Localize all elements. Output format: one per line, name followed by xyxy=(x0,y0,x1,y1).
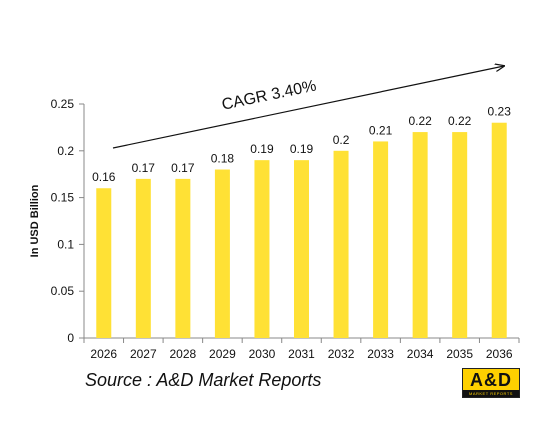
data-label: 0.18 xyxy=(211,152,235,166)
bar xyxy=(175,178,191,338)
axes xyxy=(79,103,520,343)
x-tick-label: 2033 xyxy=(367,347,394,361)
data-label: 0.19 xyxy=(250,142,274,156)
x-tick-label: 2026 xyxy=(90,347,117,361)
y-tick-label: 0.1 xyxy=(57,237,74,251)
x-tick-label: 2031 xyxy=(288,347,315,361)
y-tick-label: 0 xyxy=(67,331,74,345)
data-label: 0.17 xyxy=(171,161,195,175)
x-tick-label: 2032 xyxy=(328,347,355,361)
bar xyxy=(96,188,112,338)
data-label: 0.22 xyxy=(408,114,432,128)
y-tick-label: 0.05 xyxy=(51,284,75,298)
logo: A&D MARKET REPORTS xyxy=(462,368,520,398)
bar xyxy=(412,132,428,338)
x-tick-label: 2027 xyxy=(130,347,157,361)
data-label: 0.21 xyxy=(369,123,393,137)
x-tick-label: 2036 xyxy=(486,347,513,361)
logo-subtext: MARKET REPORTS xyxy=(463,390,519,397)
labels: 0 0.05 0.1 0.15 0.2 0.25 0.16 2026 0.17 2027 0.17 2… xyxy=(51,97,513,361)
y-tick-label: 0.15 xyxy=(51,191,75,205)
data-label: 0.23 xyxy=(488,105,512,119)
x-tick-label: 2034 xyxy=(407,347,434,361)
x-tick-label: 2029 xyxy=(209,347,236,361)
data-label: 0.17 xyxy=(132,161,156,175)
bar xyxy=(135,178,151,338)
y-tick-label: 0.2 xyxy=(57,144,74,158)
x-tick-label: 2028 xyxy=(170,347,197,361)
bar xyxy=(214,169,230,338)
bars xyxy=(96,122,507,338)
bar xyxy=(491,122,507,338)
data-label: 0.22 xyxy=(448,114,472,128)
bar xyxy=(373,141,389,338)
logo-text: A&D xyxy=(470,370,512,390)
bar xyxy=(294,160,309,338)
data-label: 0.16 xyxy=(92,170,116,184)
y-axis-label: In USD Billion xyxy=(29,184,41,257)
cagr-arrow xyxy=(112,66,504,149)
bar xyxy=(254,160,270,338)
data-label: 0.19 xyxy=(290,142,314,156)
y-tick-label: 0.25 xyxy=(51,97,75,111)
bar xyxy=(452,132,468,338)
x-tick-label: 2035 xyxy=(446,347,473,361)
source-caption: Source : A&D Market Reports xyxy=(85,370,322,390)
bar xyxy=(333,150,349,338)
x-tick-label: 2030 xyxy=(249,347,276,361)
data-label: 0.2 xyxy=(333,133,350,147)
